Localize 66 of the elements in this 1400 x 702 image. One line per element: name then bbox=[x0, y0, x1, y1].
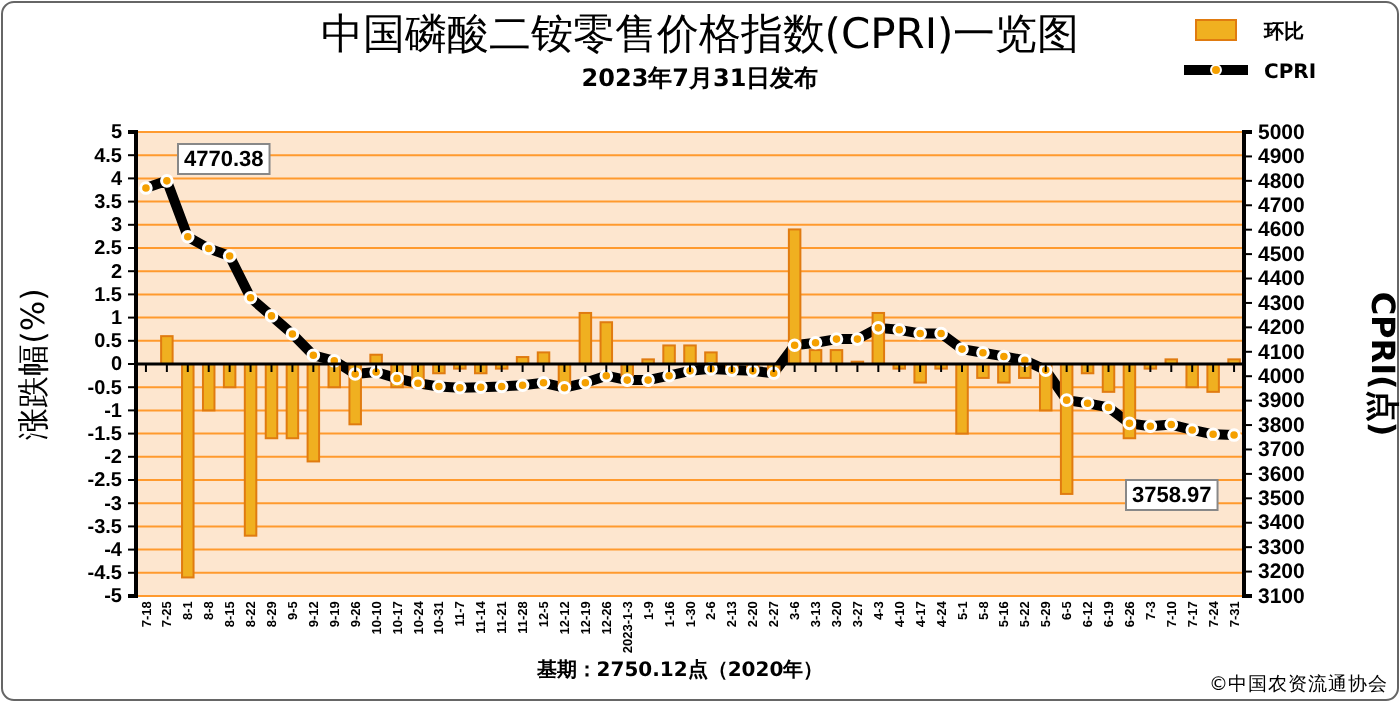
bar bbox=[1206, 363, 1220, 393]
bar bbox=[662, 344, 676, 365]
y2-tick-label: 3700 bbox=[1258, 438, 1306, 463]
y2-tick-label: 4600 bbox=[1258, 218, 1306, 243]
annotation: 3758.97 bbox=[1132, 484, 1212, 508]
chart-subtitle: 2023年7月31日发布 bbox=[581, 64, 819, 92]
y-tick-label: -4.5 bbox=[87, 563, 123, 586]
y-tick-label: 3.5 bbox=[94, 192, 123, 214]
y-tick-label: 0 bbox=[110, 354, 123, 377]
bar bbox=[243, 363, 258, 537]
y2-tick-label: 3300 bbox=[1258, 535, 1306, 560]
y2-tick-label: 3500 bbox=[1258, 487, 1306, 512]
y-tick-label: -5 bbox=[104, 586, 123, 609]
text: ©中国农资流通协会 bbox=[1209, 672, 1388, 696]
y-tick-label: 2 bbox=[110, 261, 123, 284]
y2-tick-label: 4000 bbox=[1258, 364, 1306, 389]
y2-tick-label: 4300 bbox=[1258, 291, 1306, 316]
legend-label: CPRI bbox=[1264, 62, 1317, 84]
bar bbox=[787, 228, 802, 365]
y-tick-label: -2 bbox=[104, 447, 123, 470]
bar bbox=[578, 311, 593, 365]
bar bbox=[683, 344, 697, 365]
text: 基期：2750.12点（2020年） bbox=[534, 658, 824, 682]
y-tick-label: 4.5 bbox=[94, 145, 123, 168]
y2-tick-label: 4100 bbox=[1258, 340, 1306, 365]
legend-label: 环比 bbox=[1262, 20, 1304, 44]
y-tick-label: -1.5 bbox=[87, 424, 123, 446]
bar bbox=[160, 335, 174, 365]
bar bbox=[201, 363, 216, 412]
bar bbox=[264, 363, 279, 440]
y-axis-title: 涨跌幅(%) bbox=[14, 288, 52, 440]
y2-tick-label: 3800 bbox=[1258, 413, 1306, 438]
bar bbox=[955, 363, 969, 435]
y-tick-label: -3 bbox=[104, 493, 123, 516]
y2-tick-label: 4200 bbox=[1258, 316, 1306, 341]
y-tick-label: -1 bbox=[104, 400, 123, 423]
y2-tick-label: 4900 bbox=[1258, 145, 1306, 170]
y2-tick-label: 4400 bbox=[1258, 267, 1306, 292]
y-tick-label: 2.5 bbox=[94, 238, 123, 261]
y-tick-label: 1 bbox=[110, 308, 123, 330]
bar bbox=[1185, 363, 1199, 389]
y-tick-label: 4 bbox=[110, 168, 123, 191]
y-tick-label: -3.5 bbox=[87, 516, 123, 539]
y-tick-label: 5 bbox=[110, 122, 123, 145]
y2-axis-title: CPRI(点) bbox=[1364, 291, 1400, 437]
y2-tick-label: 4800 bbox=[1258, 169, 1306, 194]
y-tick-label: -4 bbox=[104, 540, 123, 562]
annotation: 4770.38 bbox=[184, 148, 264, 172]
y-tick-label: 1.5 bbox=[94, 284, 123, 307]
y2-tick-label: 3100 bbox=[1258, 584, 1306, 609]
y2-tick-label: 3400 bbox=[1258, 511, 1306, 536]
y2-tick-label: 4500 bbox=[1258, 242, 1306, 267]
y2-tick-label: 5000 bbox=[1258, 120, 1306, 145]
y2-tick-label: 4700 bbox=[1258, 193, 1306, 218]
y-tick-label: -0.5 bbox=[87, 377, 123, 400]
bar bbox=[306, 363, 321, 463]
y-tick-label: 0.5 bbox=[94, 331, 123, 354]
y-tick-label: -2.5 bbox=[87, 470, 123, 493]
y2-tick-label: 3200 bbox=[1258, 560, 1306, 585]
bar bbox=[285, 363, 300, 440]
y2-tick-label: 3900 bbox=[1258, 389, 1306, 414]
y-tick-label: 3 bbox=[110, 215, 123, 238]
y2-tick-label: 3600 bbox=[1258, 462, 1306, 487]
chart-title: 中国磷酸二铵零售价格指数(CPRI)一览图 bbox=[320, 10, 1080, 58]
bar bbox=[181, 363, 195, 579]
bar bbox=[599, 321, 614, 365]
